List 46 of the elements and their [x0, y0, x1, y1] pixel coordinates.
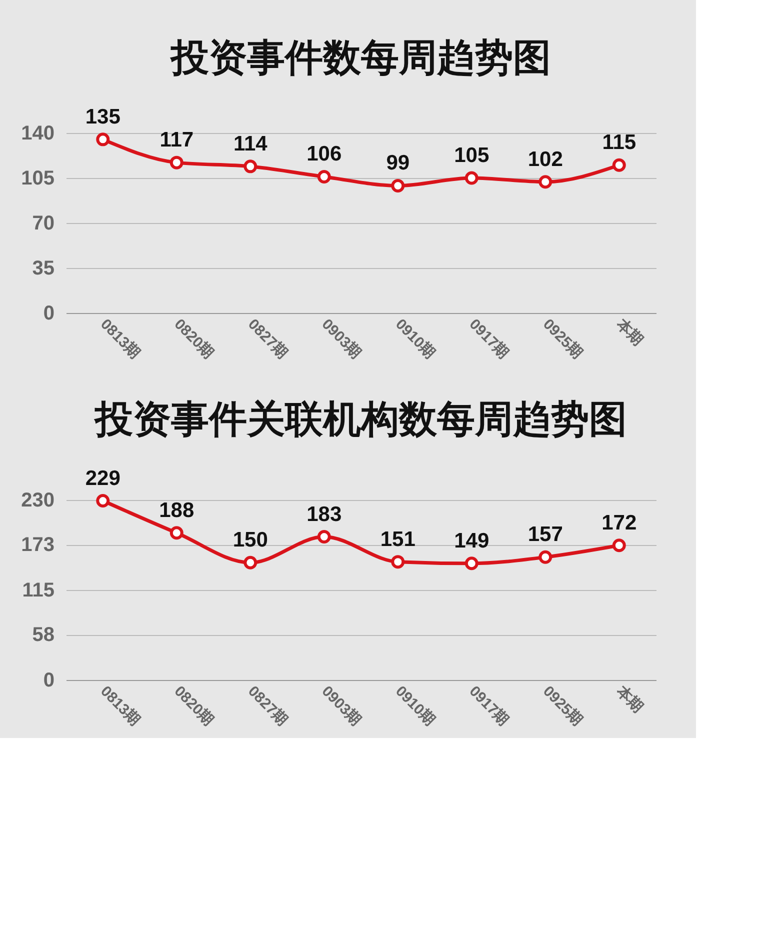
point [612, 538, 626, 552]
point [538, 550, 552, 564]
chart-title: 投资事件数每周趋势图 [169, 37, 551, 80]
data-label: 229 [85, 466, 120, 490]
y-tick-label: 35 [32, 258, 54, 280]
data-label: 150 [232, 528, 268, 552]
data-label: 157 [528, 523, 563, 546]
data-label: 149 [454, 529, 490, 552]
x-tick-label: 本期 [612, 315, 646, 350]
data-label: 135 [85, 105, 121, 128]
data-label: 114 [233, 132, 268, 156]
y-tick-label: 140 [21, 122, 54, 144]
data-label: 151 [380, 528, 416, 551]
data-label: 183 [306, 502, 342, 526]
y-tick-label: 173 [21, 534, 54, 556]
chart-title: 投资事件关联机构数每周趋势图 [93, 398, 627, 441]
data-label: 105 [454, 144, 490, 167]
point [170, 156, 184, 170]
point [391, 178, 405, 192]
y-tick-label: 0 [43, 670, 54, 692]
y-tick-label: 105 [21, 168, 54, 190]
y-tick-label: 70 [32, 212, 54, 234]
point [244, 556, 258, 570]
point [317, 530, 331, 544]
data-label: 102 [528, 148, 563, 171]
point [391, 555, 405, 569]
point [170, 526, 184, 540]
point [96, 494, 110, 508]
point [538, 175, 552, 189]
point [244, 160, 258, 174]
y-tick-label: 0 [43, 302, 54, 324]
point [464, 171, 478, 185]
x-tick-label: 本期 [612, 682, 646, 716]
point [96, 132, 110, 146]
data-label: 99 [386, 152, 410, 175]
data-label: 106 [306, 142, 342, 166]
y-tick-label: 230 [21, 490, 54, 512]
data-label: 117 [160, 128, 194, 152]
point [317, 170, 331, 184]
point [612, 158, 626, 172]
point [464, 556, 478, 570]
data-label: 115 [602, 131, 636, 154]
data-label: 188 [159, 498, 194, 522]
y-tick-label: 115 [22, 580, 54, 602]
y-tick-label: 58 [32, 624, 54, 646]
data-label: 172 [602, 511, 637, 534]
